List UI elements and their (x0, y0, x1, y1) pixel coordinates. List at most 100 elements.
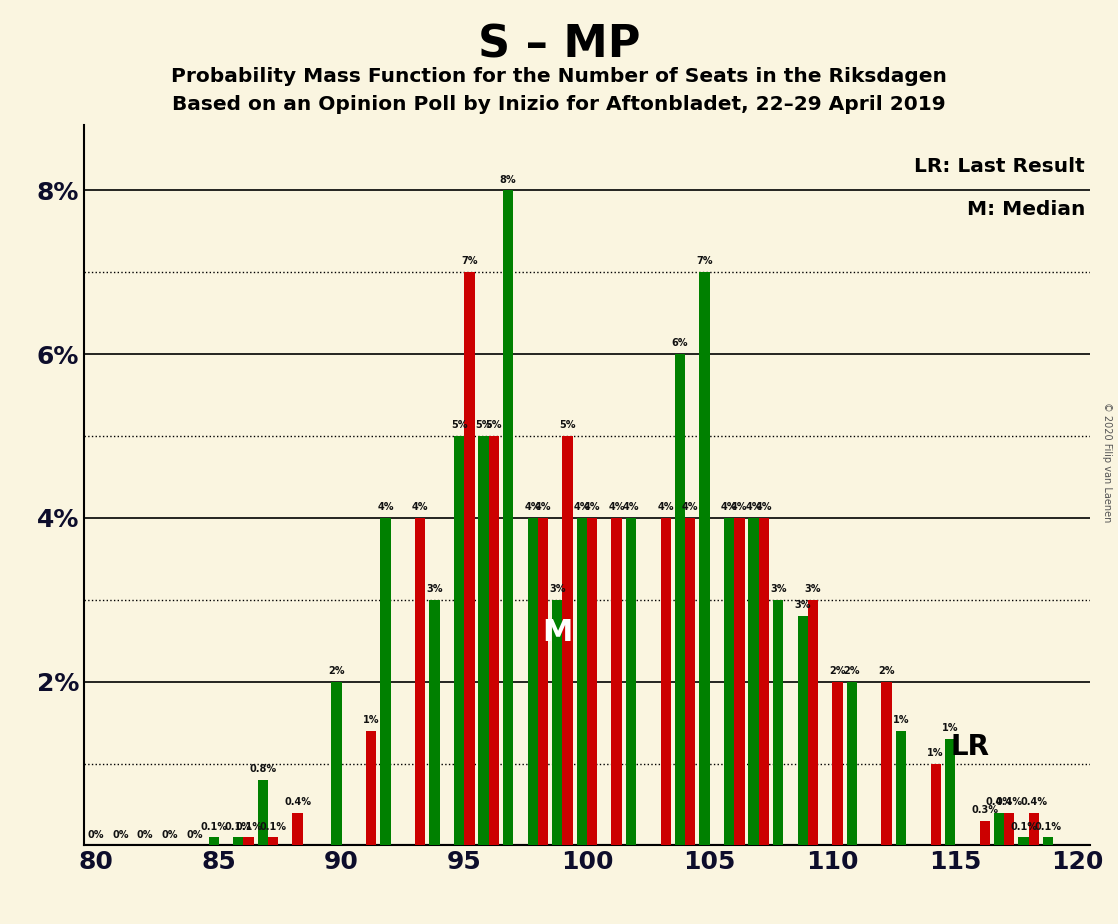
Text: 0.1%: 0.1% (259, 821, 286, 832)
Bar (552, 600, 562, 845)
Text: 0%: 0% (88, 830, 104, 840)
Bar (268, 837, 278, 845)
Text: 5%: 5% (559, 420, 576, 431)
Text: 0%: 0% (186, 830, 202, 840)
Text: M: M (542, 618, 572, 647)
Bar (979, 821, 989, 845)
Bar (233, 837, 244, 845)
Text: 4%: 4% (623, 502, 639, 512)
Bar (366, 731, 377, 845)
Text: 4%: 4% (574, 502, 590, 512)
Text: 3%: 3% (770, 584, 786, 594)
Bar (930, 763, 941, 845)
Bar (538, 517, 548, 845)
Text: 4%: 4% (721, 502, 737, 512)
Text: 0.4%: 0.4% (1021, 797, 1048, 807)
Bar (257, 780, 268, 845)
Text: 4%: 4% (756, 502, 773, 512)
Text: 4%: 4% (731, 502, 748, 512)
Text: 4%: 4% (377, 502, 394, 512)
Text: LR: LR (950, 733, 989, 761)
Bar (833, 682, 843, 845)
Bar (881, 682, 892, 845)
Text: 0.8%: 0.8% (249, 764, 276, 774)
Text: 2%: 2% (328, 666, 344, 676)
Text: 4%: 4% (413, 502, 428, 512)
Bar (479, 436, 489, 845)
Text: 2%: 2% (830, 666, 846, 676)
Bar (808, 600, 818, 845)
Text: 4%: 4% (746, 502, 761, 512)
Bar (209, 837, 219, 845)
Text: 5%: 5% (485, 420, 502, 431)
Bar (723, 517, 735, 845)
Bar (759, 517, 769, 845)
Bar (945, 739, 955, 845)
Bar (612, 517, 622, 845)
Text: 3%: 3% (426, 584, 443, 594)
Text: 0.1%: 0.1% (235, 821, 262, 832)
Text: 0%: 0% (136, 830, 153, 840)
Text: 3%: 3% (805, 584, 822, 594)
Text: Probability Mass Function for the Number of Seats in the Riksdagen: Probability Mass Function for the Number… (171, 67, 947, 86)
Text: 1%: 1% (928, 748, 944, 758)
Text: 1%: 1% (941, 723, 958, 734)
Text: 0.3%: 0.3% (972, 805, 998, 815)
Bar (1043, 837, 1053, 845)
Bar (528, 517, 538, 845)
Text: 4%: 4% (524, 502, 541, 512)
Text: 2%: 2% (879, 666, 894, 676)
Bar (994, 813, 1004, 845)
Bar (429, 600, 439, 845)
Text: 4%: 4% (608, 502, 625, 512)
Text: 3%: 3% (795, 601, 811, 611)
Bar (577, 517, 587, 845)
Bar (293, 813, 303, 845)
Text: 4%: 4% (584, 502, 600, 512)
Bar (685, 517, 695, 845)
Text: 0.1%: 0.1% (1010, 821, 1038, 832)
Bar (464, 273, 474, 845)
Text: Based on an Opinion Poll by Inizio for Aftonbladet, 22–29 April 2019: Based on an Opinion Poll by Inizio for A… (172, 95, 946, 115)
Bar (489, 436, 499, 845)
Text: 5%: 5% (475, 420, 492, 431)
Bar (1018, 837, 1029, 845)
Text: 3%: 3% (549, 584, 566, 594)
Text: 0.1%: 0.1% (1034, 821, 1062, 832)
Text: M: Median: M: Median (967, 201, 1084, 219)
Text: 4%: 4% (534, 502, 551, 512)
Text: 6%: 6% (672, 338, 689, 348)
Bar (626, 517, 636, 845)
Bar (735, 517, 745, 845)
Text: 7%: 7% (461, 257, 477, 266)
Bar (244, 837, 254, 845)
Bar (562, 436, 572, 845)
Bar (773, 600, 784, 845)
Text: 1%: 1% (363, 715, 379, 725)
Text: 8%: 8% (500, 175, 517, 185)
Bar (748, 517, 759, 845)
Text: 0%: 0% (161, 830, 178, 840)
Bar (896, 731, 906, 845)
Bar (587, 517, 597, 845)
Bar (380, 517, 390, 845)
Text: 5%: 5% (451, 420, 467, 431)
Text: 0.4%: 0.4% (985, 797, 1013, 807)
Text: 1%: 1% (892, 715, 909, 725)
Bar (661, 517, 671, 845)
Bar (454, 436, 464, 845)
Bar (700, 273, 710, 845)
Bar (846, 682, 856, 845)
Text: 0.1%: 0.1% (200, 821, 227, 832)
Text: 4%: 4% (682, 502, 699, 512)
Bar (675, 354, 685, 845)
Text: 4%: 4% (657, 502, 674, 512)
Bar (797, 616, 808, 845)
Text: 0.4%: 0.4% (996, 797, 1023, 807)
Bar (1029, 813, 1039, 845)
Text: 0.4%: 0.4% (284, 797, 311, 807)
Text: LR: Last Result: LR: Last Result (915, 157, 1084, 176)
Text: 2%: 2% (843, 666, 860, 676)
Bar (415, 517, 426, 845)
Text: S – MP: S – MP (477, 23, 641, 67)
